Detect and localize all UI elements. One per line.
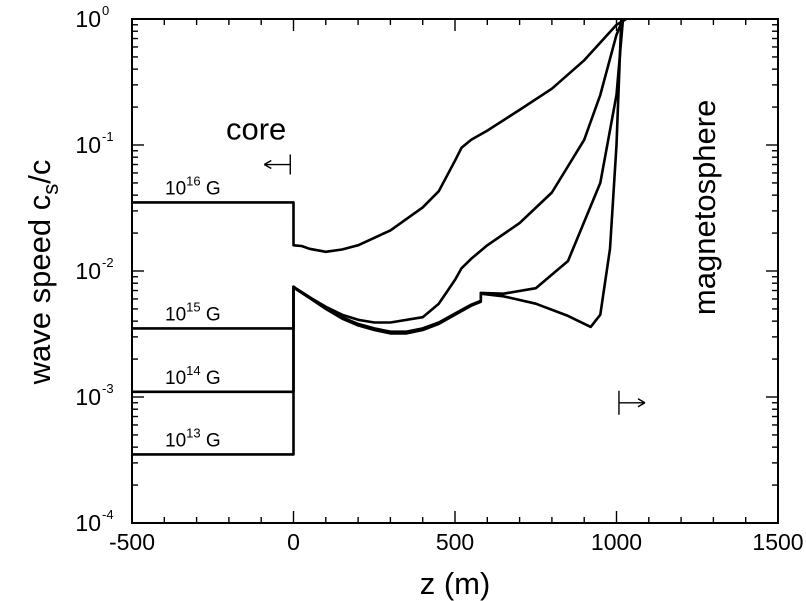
y-tick-label: 10 [75,6,101,32]
series-line-13 [132,18,623,456]
plot-frame [131,18,779,524]
magnetosphere-arrow-head [637,398,646,408]
x-tick-label: 0 [287,529,300,555]
series-line-15 [132,18,625,330]
y-tick-label: 10 [75,258,101,284]
axis-ticks [131,18,779,524]
y-axis-title-prefix: wave speed c [22,195,57,386]
y-tick-exponent: -3 [102,381,114,396]
annotations: core magnetosphere [226,100,722,415]
y-tick-exponent: -4 [102,507,114,522]
y-tick-exponent: -1 [102,129,114,144]
series-lines [132,17,627,456]
core-arrow-head [263,159,272,170]
y-axis-title: wave speed cs/c [22,160,63,386]
svg-text:wave speed cs/c: wave speed cs/c [22,160,63,386]
annotation-magnetosphere: magnetosphere [687,100,722,315]
series-label-15: 1015 G [165,299,221,325]
y-axis-title-suffix: /c [22,160,57,184]
x-tick-label: 1000 [591,529,642,555]
annotation-core: core [226,112,286,147]
x-axis-title: z (m) [420,566,491,601]
y-tick-label: 10 [75,384,101,410]
series-label-14: 1014 G [165,363,221,389]
y-tick-exponent: -2 [102,255,114,270]
y-axis-title-sub: s [38,184,63,195]
series-label-13: 1013 G [165,425,221,451]
series-line-14 [132,18,625,394]
x-tick-label: 500 [436,529,474,555]
annotation-magnetosphere-group: magnetosphere [687,100,722,315]
series-line-16 [132,17,627,254]
x-tick-label: 1500 [752,529,803,555]
y-tick-exponent: 0 [102,3,109,18]
series-label-16: 1016 G [165,173,221,199]
y-tick-label: 10 [75,132,101,158]
y-tick-label: 10 [75,510,101,536]
x-tick-label: -500 [109,529,155,555]
